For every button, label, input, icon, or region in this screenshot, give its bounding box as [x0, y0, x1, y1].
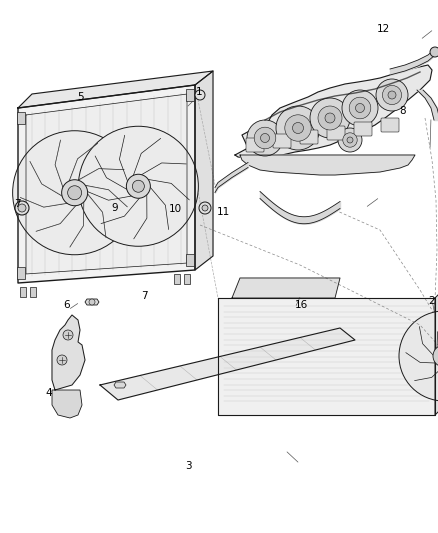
Circle shape — [202, 205, 208, 211]
Bar — [184, 274, 190, 284]
Text: 3: 3 — [185, 462, 192, 471]
Text: 2: 2 — [428, 296, 435, 306]
Text: 9: 9 — [111, 203, 118, 213]
Text: 4: 4 — [46, 389, 53, 398]
Circle shape — [254, 127, 276, 149]
Circle shape — [195, 90, 205, 100]
Circle shape — [78, 126, 198, 246]
Circle shape — [399, 311, 438, 401]
Circle shape — [247, 120, 283, 156]
Circle shape — [433, 345, 438, 367]
Circle shape — [342, 90, 378, 126]
Circle shape — [18, 204, 26, 212]
Circle shape — [67, 185, 81, 200]
Text: 1: 1 — [196, 87, 203, 96]
Bar — [17, 267, 25, 279]
FancyBboxPatch shape — [327, 126, 345, 140]
Text: 11: 11 — [217, 207, 230, 217]
FancyBboxPatch shape — [273, 134, 291, 148]
Polygon shape — [85, 299, 99, 305]
Text: 12: 12 — [377, 25, 390, 34]
Bar — [20, 287, 26, 297]
Bar — [186, 89, 194, 101]
Polygon shape — [18, 71, 213, 108]
Polygon shape — [18, 85, 195, 283]
Circle shape — [89, 299, 95, 305]
Circle shape — [382, 85, 402, 104]
Circle shape — [318, 106, 342, 130]
Polygon shape — [26, 94, 187, 274]
Polygon shape — [218, 298, 435, 415]
Polygon shape — [240, 155, 415, 175]
Circle shape — [338, 128, 362, 152]
FancyBboxPatch shape — [300, 130, 318, 144]
Circle shape — [388, 91, 396, 99]
Polygon shape — [195, 71, 213, 270]
Circle shape — [285, 115, 311, 141]
Text: 7: 7 — [141, 291, 148, 301]
FancyBboxPatch shape — [246, 138, 264, 152]
Text: 8: 8 — [399, 106, 406, 116]
Circle shape — [276, 106, 320, 150]
Text: 5: 5 — [77, 92, 84, 102]
Circle shape — [57, 355, 67, 365]
FancyBboxPatch shape — [354, 122, 372, 136]
Circle shape — [343, 133, 357, 147]
Circle shape — [63, 330, 73, 340]
Text: 6: 6 — [63, 300, 70, 310]
Text: 10: 10 — [169, 204, 182, 214]
Polygon shape — [235, 65, 432, 158]
Circle shape — [62, 180, 88, 206]
Circle shape — [199, 202, 211, 214]
Circle shape — [293, 123, 304, 133]
Bar — [17, 112, 25, 124]
Bar — [174, 274, 180, 284]
Polygon shape — [232, 278, 340, 298]
Text: 7: 7 — [14, 199, 21, 208]
Polygon shape — [114, 382, 126, 388]
Circle shape — [15, 201, 29, 215]
Polygon shape — [52, 390, 82, 418]
Circle shape — [126, 174, 150, 198]
Circle shape — [430, 47, 438, 57]
Circle shape — [356, 103, 364, 112]
Circle shape — [325, 113, 335, 123]
Circle shape — [261, 133, 269, 142]
Circle shape — [376, 79, 408, 111]
Circle shape — [349, 97, 371, 119]
Circle shape — [13, 131, 137, 255]
Text: 16: 16 — [295, 300, 308, 310]
Bar — [186, 254, 194, 266]
Polygon shape — [100, 328, 355, 400]
Bar — [30, 287, 36, 297]
Circle shape — [132, 180, 145, 192]
Polygon shape — [52, 315, 85, 390]
FancyBboxPatch shape — [381, 118, 399, 132]
Polygon shape — [435, 280, 438, 415]
Circle shape — [347, 137, 353, 143]
Circle shape — [310, 98, 350, 138]
